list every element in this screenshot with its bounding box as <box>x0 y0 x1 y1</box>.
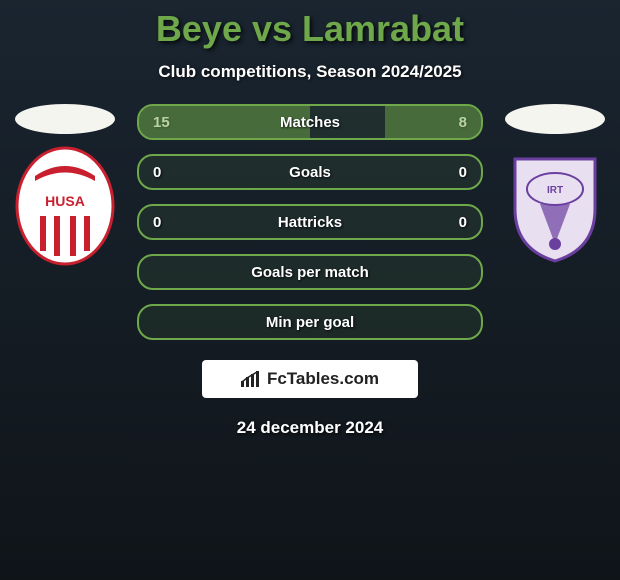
stat-right-value: 0 <box>437 164 467 181</box>
club-logo-left: HUSA <box>15 146 115 266</box>
stat-label: Matches <box>280 114 340 131</box>
player-silhouette-right <box>505 104 605 134</box>
brand-label: FcTables.com <box>267 369 379 389</box>
stat-label: Goals per match <box>251 264 369 281</box>
stat-row-hattricks: 0 Hattricks 0 <box>137 204 483 240</box>
stat-left-value: 0 <box>153 214 183 231</box>
stat-label: Hattricks <box>278 214 342 231</box>
chart-icon <box>241 371 261 387</box>
stat-row-goals: 0 Goals 0 <box>137 154 483 190</box>
comparison-card: Beye vs Lamrabat Club competitions, Seas… <box>0 0 620 438</box>
player-silhouette-left <box>15 104 115 134</box>
svg-text:IRT: IRT <box>547 185 563 196</box>
stat-fill-right <box>385 106 481 138</box>
club-logo-right: IRT <box>505 146 605 266</box>
page-title: Beye vs Lamrabat <box>0 8 620 50</box>
stats-column: 15 Matches 8 0 Goals 0 0 Hattricks 0 <box>137 104 483 340</box>
stat-right-value: 0 <box>437 214 467 231</box>
player-left: HUSA <box>10 104 120 266</box>
stat-row-min-per-goal: Min per goal <box>137 304 483 340</box>
stat-row-matches: 15 Matches 8 <box>137 104 483 140</box>
player-right: IRT <box>500 104 610 266</box>
subtitle: Club competitions, Season 2024/2025 <box>0 62 620 82</box>
stat-label: Goals <box>289 164 331 181</box>
stat-row-goals-per-match: Goals per match <box>137 254 483 290</box>
stat-left-value: 0 <box>153 164 183 181</box>
svg-text:HUSA: HUSA <box>45 193 85 209</box>
date-line: 24 december 2024 <box>0 418 620 438</box>
stat-label: Min per goal <box>266 314 354 331</box>
brand-box[interactable]: FcTables.com <box>202 360 418 398</box>
main-area: HUSA IRT <box>0 104 620 438</box>
